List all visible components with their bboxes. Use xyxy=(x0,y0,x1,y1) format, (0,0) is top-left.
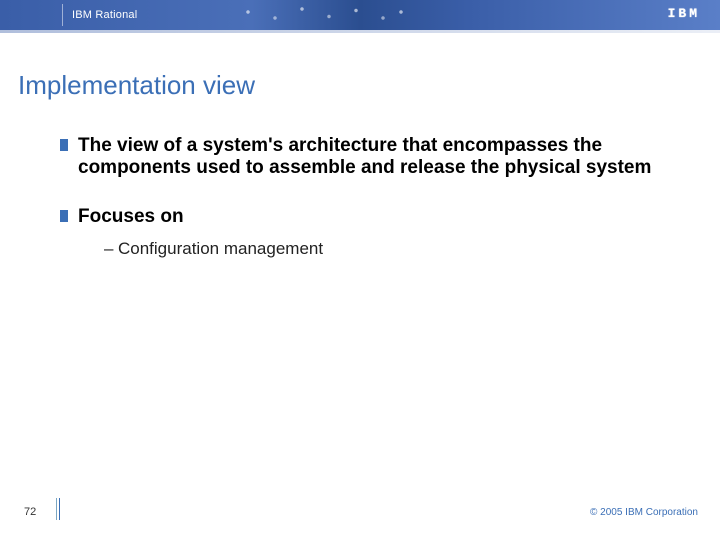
copyright-text: © 2005 IBM Corporation xyxy=(590,507,698,518)
footer: 72 © 2005 IBM Corporation xyxy=(0,496,720,520)
header-decoration xyxy=(230,0,410,30)
page-number: 72 xyxy=(24,506,36,518)
bullet-text: Focuses on xyxy=(78,206,184,227)
bullet-item: The view of a system's architecture that… xyxy=(60,135,660,180)
footer-divider xyxy=(56,498,57,520)
bullet-text: The view of a system's architecture that… xyxy=(78,135,651,178)
header-bar: IBM Rational IBM xyxy=(0,0,720,30)
brand-area: IBM Rational xyxy=(72,9,137,21)
slide-title: Implementation view xyxy=(18,70,255,101)
bullet-item: Focuses on Configuration management xyxy=(60,206,660,261)
slide-content: The view of a system's architecture that… xyxy=(60,135,660,286)
sub-bullet-text: Configuration management xyxy=(118,239,323,258)
ibm-logo: IBM xyxy=(668,6,700,21)
header-divider xyxy=(62,4,63,26)
brand-text: IBM Rational xyxy=(72,9,137,21)
sub-bullet-item: Configuration management xyxy=(104,238,660,260)
